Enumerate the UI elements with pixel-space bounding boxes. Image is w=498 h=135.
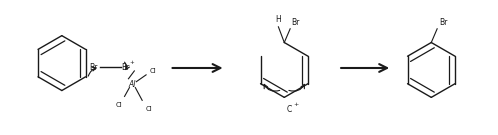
Text: C: C	[286, 105, 291, 114]
Text: +: +	[293, 102, 298, 107]
Text: H: H	[275, 15, 281, 24]
Text: Cl: Cl	[115, 102, 122, 108]
Text: Cl: Cl	[150, 68, 157, 74]
Text: Br: Br	[90, 63, 98, 72]
Text: +: +	[129, 60, 134, 65]
Text: Br: Br	[122, 63, 130, 72]
Text: Cl: Cl	[146, 106, 153, 112]
Text: Br: Br	[439, 18, 448, 27]
Text: Br: Br	[291, 18, 299, 27]
Text: Al: Al	[128, 80, 136, 89]
